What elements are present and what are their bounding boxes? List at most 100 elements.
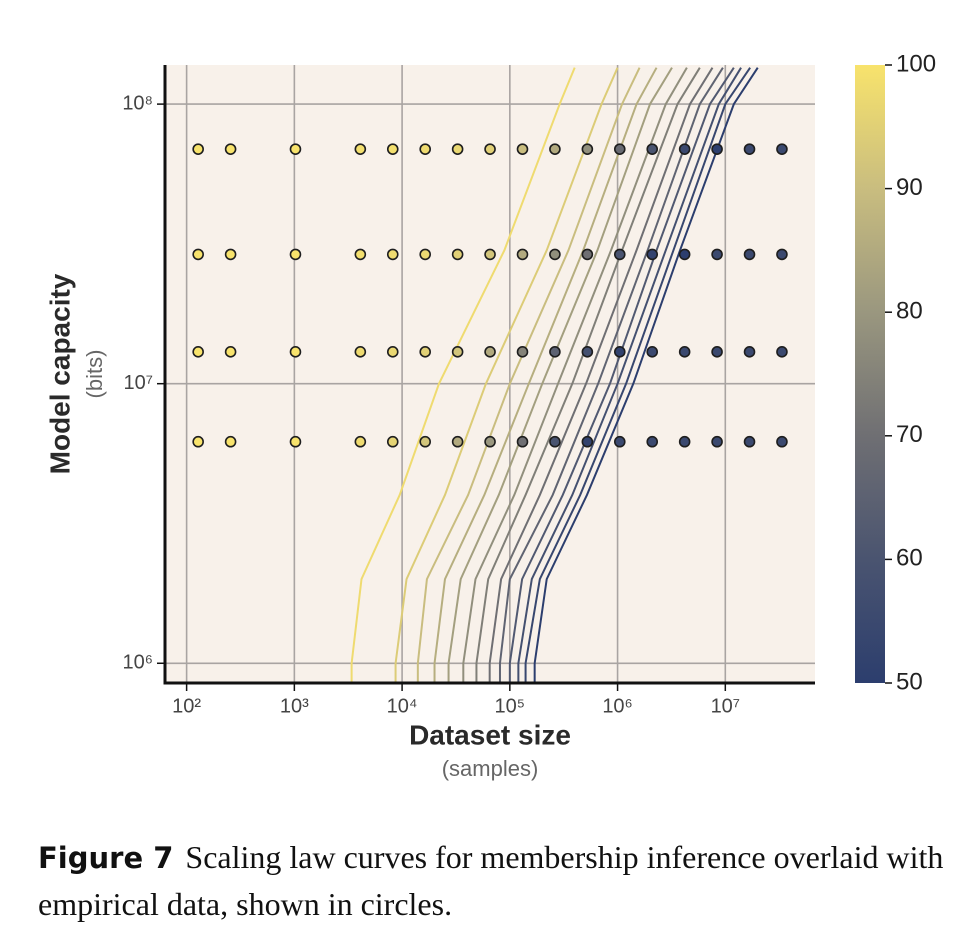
data-point <box>224 435 237 448</box>
data-point <box>386 346 399 358</box>
data-point <box>678 435 691 448</box>
contour-line <box>488 67 714 683</box>
contour-line <box>462 67 688 683</box>
data-point <box>484 346 496 358</box>
data-point <box>549 143 561 155</box>
contour-line <box>394 67 619 683</box>
x-tick-label: 10² <box>172 695 201 717</box>
colorbar-tick-label: 100 <box>896 50 936 77</box>
data-point <box>678 346 691 358</box>
data-point <box>451 435 464 448</box>
caption-text: Scaling law curves for membership infere… <box>38 839 944 922</box>
data-point <box>451 346 464 358</box>
colorbar-tick-label: 80 <box>896 298 923 325</box>
data-point <box>516 143 529 155</box>
contour-line <box>533 67 759 683</box>
data-point <box>224 346 237 358</box>
data-point <box>646 346 659 358</box>
data-point <box>613 248 626 261</box>
y-axis-unit: (bits) <box>82 350 107 399</box>
data-point <box>289 248 302 261</box>
data-point <box>484 143 496 155</box>
colorbar-tick-label: 50 <box>896 668 923 695</box>
data-point <box>224 248 237 261</box>
colorbar <box>855 65 885 683</box>
x-tick-label: 10⁶ <box>602 695 632 717</box>
data-point <box>743 248 756 261</box>
data-point <box>711 346 723 358</box>
data-point <box>646 248 659 261</box>
contour-line <box>433 67 658 683</box>
chart: 10² 10³ 10⁴ 10⁵ 10⁶ 10⁷ 10⁶ 10⁷ 10⁸ 50 60 70 80 90 10… <box>44 50 936 781</box>
data-point <box>354 248 367 261</box>
y-tick-label: 10⁶ <box>123 652 153 674</box>
data-point <box>386 435 399 448</box>
y-axis-label: Model capacity <box>44 273 75 474</box>
data-point <box>516 435 529 448</box>
data-point <box>484 248 496 261</box>
data-point <box>354 435 367 448</box>
data-point <box>386 143 399 155</box>
data-point <box>776 248 788 261</box>
data-point <box>581 248 594 261</box>
x-tick-label: 10⁵ <box>495 695 526 717</box>
x-axis-unit: (samples) <box>442 756 539 781</box>
data-point <box>224 143 237 155</box>
data-point <box>549 346 561 358</box>
colorbar-tick-label: 60 <box>896 545 923 572</box>
data-point <box>613 435 626 448</box>
x-tick-label: 10³ <box>280 695 309 717</box>
data-point <box>516 346 529 358</box>
caption: Figure 7 Scaling law curves for membershi… <box>38 834 963 927</box>
y-tick-label: 10⁸ <box>122 92 153 114</box>
data-point <box>743 143 756 155</box>
data-point <box>419 143 431 155</box>
data-point <box>289 346 302 358</box>
colorbar-tick-label: 90 <box>896 174 923 201</box>
data-point <box>354 346 367 358</box>
data-point <box>192 346 204 358</box>
data-point <box>776 435 788 448</box>
data-point <box>451 248 464 261</box>
data-point <box>743 435 756 448</box>
data-point <box>484 435 496 448</box>
data-point <box>613 346 626 358</box>
data-point <box>419 435 431 448</box>
data-point <box>419 346 431 358</box>
y-tick-label: 10⁷ <box>124 372 153 394</box>
contour-line <box>350 67 576 683</box>
data-point <box>192 143 204 155</box>
data-point <box>451 143 464 155</box>
data-point <box>646 143 659 155</box>
data-point <box>776 346 788 358</box>
data-point <box>289 435 302 448</box>
x-tick-label: 10⁷ <box>711 695 740 717</box>
data-point <box>711 248 723 261</box>
data-point <box>289 143 302 155</box>
data-point <box>711 435 723 448</box>
data-point <box>516 248 529 261</box>
data-point <box>581 346 594 358</box>
contour-line <box>517 67 742 683</box>
data-point <box>419 248 431 261</box>
data-point <box>386 248 399 261</box>
x-axis-label: Dataset size <box>409 719 571 750</box>
data-point <box>646 435 659 448</box>
data-point <box>743 346 756 358</box>
data-point <box>354 143 367 155</box>
data-point <box>192 248 204 261</box>
colorbar-tick-label: 70 <box>896 421 923 448</box>
contour-line <box>475 67 701 683</box>
x-tick-label: 10⁴ <box>387 695 418 717</box>
data-point <box>581 143 594 155</box>
data-point <box>678 248 691 261</box>
contour-line <box>524 67 751 683</box>
data-point <box>581 435 594 448</box>
data-point <box>776 143 788 155</box>
data-point <box>192 435 204 448</box>
data-point <box>549 248 561 261</box>
data-point <box>678 143 691 155</box>
data-point <box>613 143 626 155</box>
contour-line <box>498 67 724 683</box>
data-point <box>711 143 723 155</box>
